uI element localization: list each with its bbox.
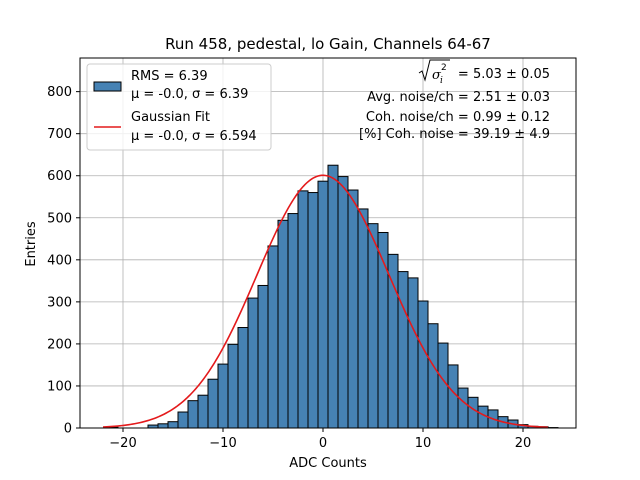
y-tick-label: 0 <box>64 422 72 437</box>
histogram-bars <box>107 164 559 429</box>
histogram-bar <box>197 394 209 429</box>
legend-stats-histogram: μ = -0.0, σ = 6.39 <box>131 87 248 102</box>
legend-box <box>86 63 272 151</box>
histogram-bar <box>247 297 259 429</box>
sigma-symbol: σ <box>432 68 442 83</box>
histogram-bar <box>337 176 349 429</box>
stat-coh-noise-pct: [%] Coh. noise = 39.19 ± 4.9 <box>359 127 550 142</box>
histogram-bar <box>457 387 469 429</box>
legend-label-histogram: RMS = 6.39 <box>131 69 208 84</box>
histogram-bar <box>267 245 279 429</box>
histogram-bar <box>427 323 439 429</box>
fit-line <box>102 174 549 429</box>
histogram-bar <box>217 363 229 429</box>
stat-coh-noise: Coh. noise/ch = 0.99 ± 0.12 <box>366 110 550 125</box>
sqrt-sigma-symbol: σ i 2 <box>418 59 450 86</box>
histogram-bar <box>467 396 479 429</box>
histogram-bar <box>387 253 399 429</box>
plot-area: −20 −10 0 10 20 0 100 200 300 400 500 600 700 800 <box>47 57 577 451</box>
plot-frame <box>79 57 577 429</box>
gaussian-fit-curve <box>102 174 549 429</box>
y-tick-label: 500 <box>47 211 72 226</box>
x-tick-label: 10 <box>415 436 432 451</box>
histogram-bar <box>237 327 249 429</box>
histogram-bar <box>407 277 419 429</box>
x-axis-ticks: −20 −10 0 10 20 <box>109 428 531 451</box>
histogram-bar <box>327 164 339 429</box>
legend-stats-fit: μ = -0.0, σ = 6.594 <box>131 129 257 144</box>
stat-avg-noise: Avg. noise/ch = 2.51 ± 0.03 <box>367 90 550 105</box>
histogram-bar <box>187 400 199 429</box>
legend-label-fit: Gaussian Fit <box>131 110 210 125</box>
sigma-superscript: 2 <box>441 63 447 73</box>
histogram-bar <box>397 271 409 429</box>
histogram-bar <box>367 223 379 429</box>
histogram-bar <box>167 421 179 429</box>
y-axis-title: Entries <box>24 221 39 267</box>
stat-sqrt-sigma-value: = 5.03 ± 0.05 <box>458 67 550 82</box>
histogram-bar <box>347 189 359 429</box>
y-axis-ticks: 0 100 200 300 400 500 600 700 800 <box>47 85 80 437</box>
histogram-bar <box>157 423 169 429</box>
histogram-bar <box>287 213 299 429</box>
legend: RMS = 6.39 μ = -0.0, σ = 6.39 Gaussian F… <box>86 63 272 151</box>
sigma-subscript: i <box>440 76 443 86</box>
y-tick-label: 700 <box>47 127 72 142</box>
histogram-bar <box>437 342 449 429</box>
stats-annotations: σ i 2 = 5.03 ± 0.05 Avg. noise/ch = 2.51… <box>359 59 550 142</box>
y-tick-label: 800 <box>47 85 72 100</box>
histogram-bar <box>307 192 319 429</box>
legend-swatch-histogram <box>93 81 122 92</box>
y-tick-label: 300 <box>47 295 72 310</box>
histogram-bar <box>277 219 289 429</box>
x-tick-label: 0 <box>319 436 327 451</box>
y-tick-label: 100 <box>47 379 72 394</box>
histogram-bar <box>297 190 309 429</box>
x-tick-label: −20 <box>109 436 136 451</box>
x-tick-label: 20 <box>515 436 532 451</box>
y-tick-label: 400 <box>47 253 72 268</box>
histogram-bar <box>207 378 219 429</box>
y-tick-label: 200 <box>47 337 72 352</box>
histogram-bar <box>357 208 369 429</box>
histogram-bar <box>177 411 189 429</box>
histogram-bar <box>257 284 269 429</box>
x-tick-label: −10 <box>209 436 236 451</box>
y-tick-label: 600 <box>47 169 72 184</box>
histogram-bar <box>227 343 239 429</box>
histogram-bar <box>417 300 429 429</box>
chart-title: Run 458, pedestal, lo Gain, Channels 64-… <box>165 35 491 53</box>
histogram-bar <box>317 180 329 429</box>
x-axis-title: ADC Counts <box>289 456 367 471</box>
sqrt-radical-icon <box>418 59 450 82</box>
